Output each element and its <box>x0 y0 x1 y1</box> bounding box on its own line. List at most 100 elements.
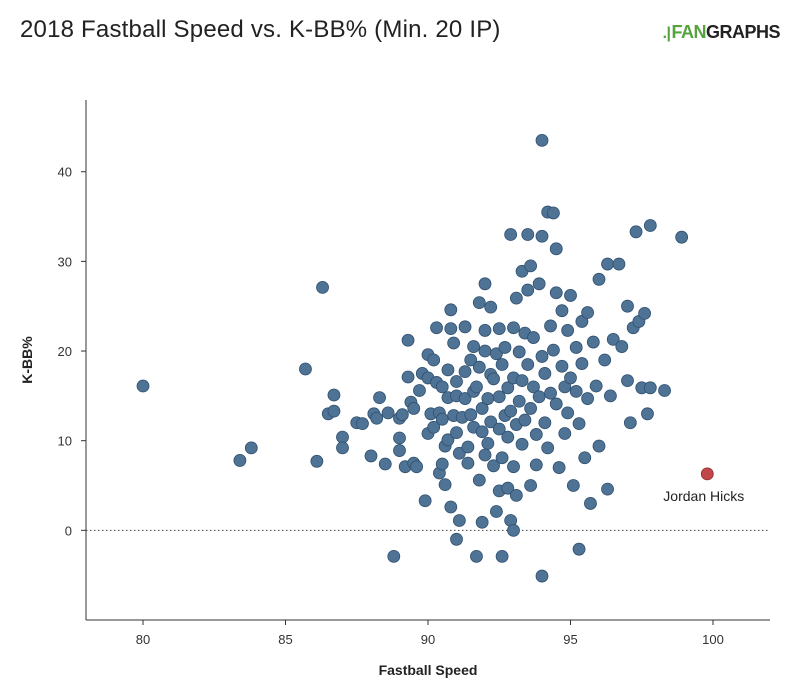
scatter-point <box>475 402 489 415</box>
scatter-point <box>501 381 515 395</box>
scatter-point <box>327 388 341 402</box>
scatter-point <box>561 406 575 420</box>
scatter-point <box>606 332 620 346</box>
scatter-point <box>435 457 449 471</box>
scatter-point <box>509 291 523 305</box>
scatter-point <box>458 320 472 334</box>
scatter-point <box>441 433 455 447</box>
scatter-point <box>601 482 614 496</box>
scatter-point <box>524 402 537 415</box>
scatter-point <box>452 514 466 527</box>
scatter-point <box>592 272 606 286</box>
scatter-point <box>492 322 506 336</box>
scatter-point <box>615 340 629 353</box>
chart-title: 2018 Fastball Speed vs. K-BB% (Min. 20 I… <box>20 16 501 43</box>
scatter-point <box>518 413 532 427</box>
scatter-point <box>623 416 637 430</box>
scatter-point <box>378 457 392 471</box>
scatter-point <box>484 415 498 429</box>
scatter-point <box>544 386 557 400</box>
x-tick-label: 95 <box>563 632 577 647</box>
scatter-point <box>572 417 586 431</box>
scatter-point <box>547 206 560 220</box>
scatter-point <box>524 479 537 492</box>
scatter-point <box>435 380 449 394</box>
scatter-point <box>601 257 614 271</box>
scatter-point <box>638 306 651 320</box>
scatter-point <box>478 277 492 291</box>
scatter-point <box>450 426 463 440</box>
scatter-point <box>327 404 341 418</box>
y-tick-label: 40 <box>58 165 72 180</box>
scatter-point <box>512 345 526 359</box>
scatter-point <box>572 542 586 556</box>
scatter-point <box>470 380 483 394</box>
scatter-point <box>564 371 577 385</box>
scatter-point <box>538 416 552 430</box>
y-tick-label: 30 <box>58 254 72 269</box>
scatter-point <box>401 333 415 347</box>
scatter-point <box>544 319 557 333</box>
scatter-point <box>529 458 543 472</box>
scatter-point <box>564 289 577 302</box>
scatter-point <box>629 225 643 239</box>
scatter-point <box>356 417 369 431</box>
scatter-point <box>621 374 634 388</box>
scatter-point <box>470 549 483 563</box>
scatter-point <box>407 402 421 415</box>
logo-suffix: GRAPHS <box>705 22 781 42</box>
scatter-point <box>535 569 549 583</box>
scatter-point <box>504 404 518 418</box>
scatter-point <box>452 446 466 460</box>
scatter-point <box>532 277 546 291</box>
scatter-point <box>558 427 572 440</box>
scatter-point <box>501 430 515 444</box>
scatter-point <box>233 454 247 467</box>
scatter-point <box>370 411 384 425</box>
scatter-point <box>558 380 572 394</box>
scatter-point <box>475 425 489 439</box>
highlighted-point-jordan-hicks <box>700 467 714 481</box>
fangraphs-logo: .|FANGRAPHS <box>663 22 781 43</box>
scatter-point <box>561 324 575 337</box>
scatter-point <box>675 230 689 244</box>
scatter-point <box>447 336 461 350</box>
scatter-point <box>336 430 349 444</box>
scatter-point <box>658 384 671 397</box>
scatter-point <box>492 422 506 436</box>
scatter-point <box>136 379 150 393</box>
scatter-point <box>489 347 503 361</box>
scatter-point <box>521 228 535 241</box>
scatter-point <box>472 473 486 487</box>
x-tick-label: 90 <box>421 632 435 647</box>
scatter-point <box>641 407 654 421</box>
scatter-point <box>373 391 386 405</box>
scatter-point <box>527 380 540 394</box>
scatter-point <box>401 370 415 384</box>
scatter-point <box>495 451 509 465</box>
scatter-point <box>535 350 549 363</box>
scatter-point <box>413 384 426 397</box>
scatter-point <box>535 229 549 243</box>
scatter-point <box>464 408 478 422</box>
scatter-point <box>612 257 626 271</box>
scatter-point <box>555 359 569 373</box>
scatter-point <box>472 360 486 374</box>
scatter-point <box>581 392 594 405</box>
scatter-point <box>393 444 406 457</box>
scatter-point <box>427 353 441 367</box>
scatter-point <box>450 375 463 388</box>
scatter-point <box>444 322 458 336</box>
scatter-point <box>584 497 597 510</box>
scatter-point <box>495 549 509 563</box>
scatter-point <box>621 299 634 313</box>
scatter-point <box>458 365 472 379</box>
scatter-point <box>464 353 478 367</box>
scatter-point <box>575 357 589 370</box>
scatter-point <box>569 384 583 398</box>
scatter-point <box>395 408 409 422</box>
scatter-point <box>515 374 529 388</box>
scatter-point <box>450 532 463 546</box>
scatter-point <box>527 331 540 344</box>
scatter-point <box>589 379 603 393</box>
